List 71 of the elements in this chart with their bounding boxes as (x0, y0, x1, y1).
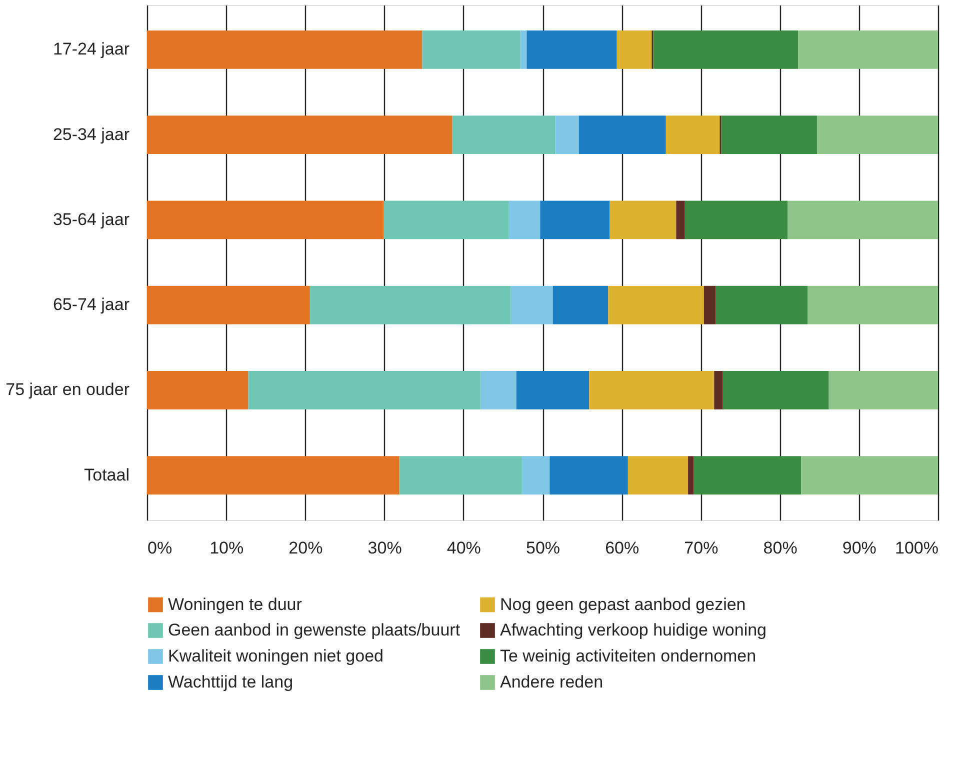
bar (578, 116, 666, 154)
bar (628, 456, 688, 494)
bar (147, 371, 248, 410)
x-tick-label: 0% (148, 538, 172, 558)
bar (610, 200, 676, 240)
bar (676, 200, 685, 240)
x-tick-label: 90% (842, 538, 876, 558)
bar (384, 200, 508, 240)
bar (452, 116, 556, 154)
x-tick-label: 70% (684, 538, 718, 558)
bar (721, 116, 817, 154)
x-tick-label: 50% (526, 538, 560, 558)
bar (522, 456, 550, 494)
bar (694, 456, 802, 494)
bar (520, 30, 527, 69)
bar (550, 456, 628, 494)
bar (248, 371, 481, 410)
bar (801, 456, 938, 494)
x-tick-label: 30% (368, 538, 402, 558)
y-tick-label: 35-64 jaar (52, 210, 130, 229)
y-tick-label: 65-74 jaar (52, 295, 130, 314)
bar (828, 371, 938, 410)
bar (147, 286, 310, 324)
bar (555, 116, 579, 154)
bar (422, 30, 520, 69)
x-tick-label: 60% (605, 538, 640, 558)
legend-label: Geen aanbod in gewenste plaats/buurt (168, 620, 460, 640)
bar (807, 286, 938, 324)
bar (480, 371, 516, 410)
bar (798, 30, 938, 69)
legend-label: Afwachting verkoop huidige woning (500, 620, 767, 640)
bar (508, 200, 540, 240)
bar (788, 200, 938, 240)
bar (147, 200, 384, 240)
x-tick-label: 20% (288, 538, 323, 558)
y-tick-label: 17-24 jaar (52, 40, 130, 59)
bar (540, 200, 610, 240)
y-tick-label: 75 jaar en ouder (6, 380, 130, 400)
legend-label: Andere reden (500, 672, 604, 692)
x-tick-label: 100% (895, 538, 938, 558)
bar (608, 286, 704, 324)
legend-label: Te weinig activiteiten ondernomen (500, 646, 756, 666)
x-tick-label: 40% (446, 538, 481, 558)
bar (147, 30, 422, 69)
bar (147, 456, 400, 494)
bar (653, 30, 798, 69)
y-tick-label: Totaal (84, 465, 130, 484)
bar (399, 456, 522, 494)
x-tick-label: 10% (210, 538, 244, 558)
legend-label: Woningen te duur (168, 594, 302, 614)
bar (714, 371, 723, 410)
bar (684, 200, 788, 240)
bar (147, 116, 452, 154)
bar (510, 286, 553, 324)
bar (722, 371, 829, 410)
bar (704, 286, 716, 324)
bar (310, 286, 511, 324)
legend-label: Wachttijd te lang (168, 672, 294, 692)
bar (516, 371, 590, 410)
bar (526, 30, 617, 69)
bar (666, 116, 720, 154)
bar (589, 371, 714, 410)
legend-label: Kwaliteit woningen niet goed (168, 646, 384, 666)
y-tick-label: 25-34 jaar (52, 124, 130, 144)
bar (816, 116, 938, 154)
bar (688, 456, 694, 494)
bar (716, 286, 808, 324)
x-tick-label: 80% (763, 538, 798, 558)
bar (552, 286, 608, 324)
bar (616, 30, 652, 69)
legend-label: Nog geen gepast aanbod gezien (500, 594, 746, 614)
